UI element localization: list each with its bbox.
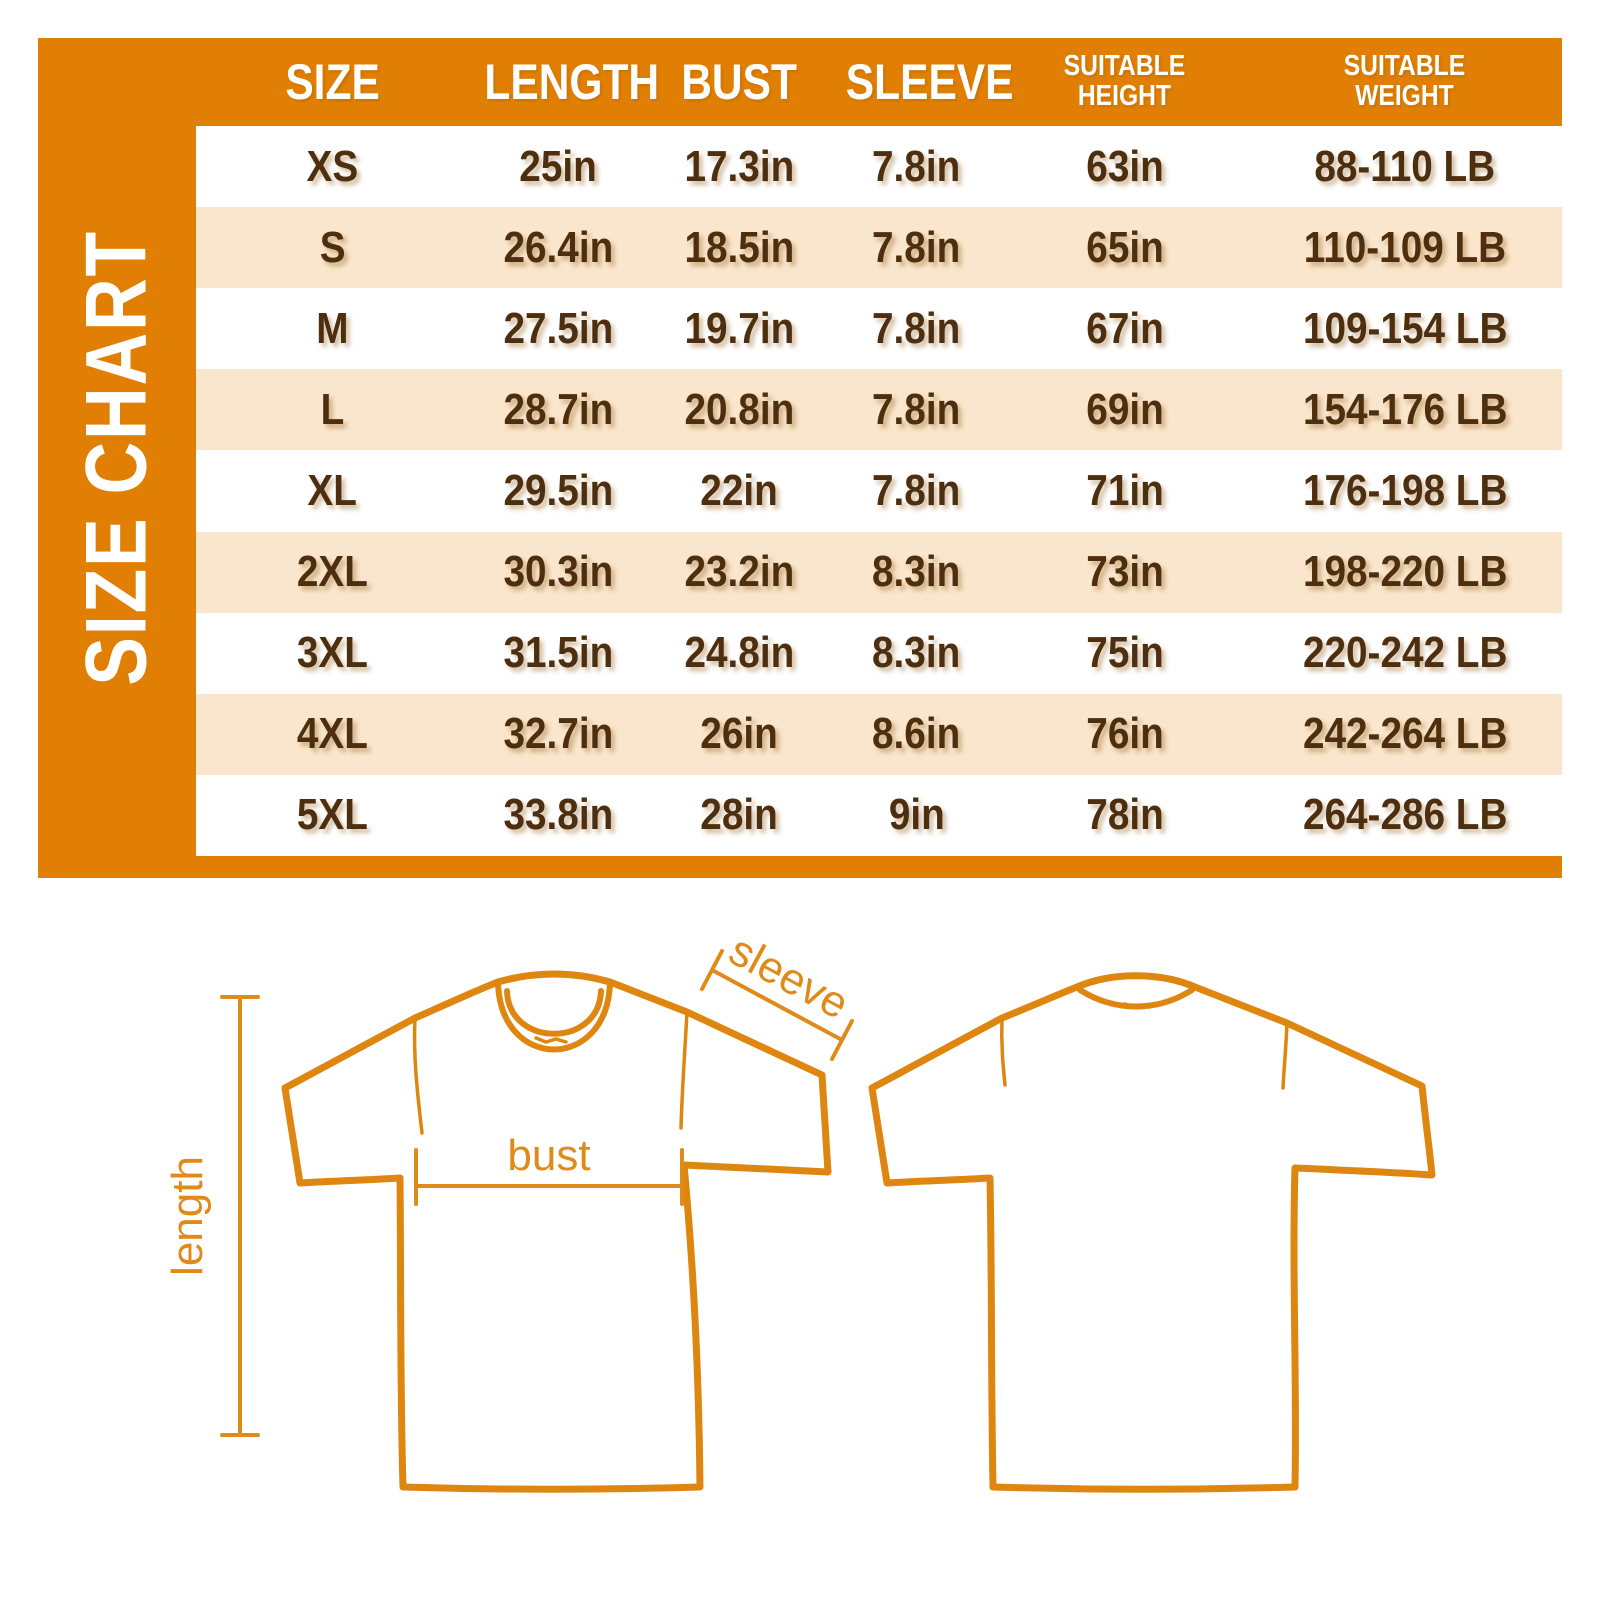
column-header: LENGTH xyxy=(484,54,660,110)
table-cell: 154-176 LB xyxy=(1302,384,1508,434)
front-right-seam xyxy=(679,1010,689,1130)
front-left-seam xyxy=(412,1016,424,1135)
size-chart-panel: SIZE CHART SIZE LENGTH BUST SLEEVE SUITABLE … xyxy=(38,38,1562,878)
back-left-seam xyxy=(999,1016,1007,1087)
table-cell: 76in xyxy=(1086,709,1164,759)
column-header: SLEEVE xyxy=(845,54,1014,110)
table-cell: 78in xyxy=(1086,790,1164,840)
table-row: 2XL 30.3in 23.2in 8.3in 73in 198-220 LB xyxy=(196,531,1562,613)
table-cell: XS xyxy=(306,141,359,191)
table-cell: 264-286 LB xyxy=(1302,790,1508,840)
table-cell: 23.2in xyxy=(684,547,794,597)
tshirt-back-drawing xyxy=(868,972,1436,1493)
table-cell: 8.6in xyxy=(872,709,961,759)
table-cell: 75in xyxy=(1086,628,1164,678)
table-cell: 24.8in xyxy=(684,628,794,678)
table-cell: 4XL xyxy=(297,709,369,759)
table-cell: 88-110 LB xyxy=(1314,141,1496,191)
table-cell: 5XL xyxy=(297,790,369,840)
table-row: 4XL 32.7in 26in 8.6in 76in 242-264 LB xyxy=(196,693,1562,775)
back-right-seam xyxy=(1281,1021,1289,1090)
back-collar-stitch xyxy=(1123,1002,1151,1009)
table-cell: 19.7in xyxy=(684,303,794,353)
table-cell: 7.8in xyxy=(872,303,961,353)
table-cell: 30.3in xyxy=(503,547,613,597)
column-header: BUST xyxy=(681,54,797,110)
table-row: S 26.4in 18.5in 7.8in 65in 110-109 LB xyxy=(196,207,1562,289)
table-cell: L xyxy=(320,384,345,434)
bust-label: bust xyxy=(507,1131,590,1180)
column-header: SUITABLE WEIGHT xyxy=(1344,49,1466,113)
collar-stitch xyxy=(534,1036,568,1044)
table-cell: 28.7in xyxy=(503,384,613,434)
table-cell: 27.5in xyxy=(503,303,613,353)
table-cell: 9in xyxy=(888,790,945,840)
column-header: SUITABLE HEIGHT xyxy=(1064,49,1186,113)
table-row: XS 25in 17.3in 7.8in 63in 88-110 LB xyxy=(196,126,1562,208)
table-row: M 27.5in 19.7in 7.8in 67in 109-154 LB xyxy=(196,288,1562,370)
table-header-row: SIZE LENGTH BUST SLEEVE SUITABLE HEIGHT SUITA… xyxy=(196,38,1562,126)
table-cell: 73in xyxy=(1086,547,1164,597)
table-cell: 2XL xyxy=(297,547,369,597)
tshirt-front-drawing xyxy=(281,970,832,1493)
table-cell: 20.8in xyxy=(684,384,794,434)
collar-outer-arc xyxy=(495,979,613,1053)
length-dimension: length xyxy=(163,995,260,1437)
table-cell: 33.8in xyxy=(503,790,613,840)
table-row: XL 29.5in 22in 7.8in 71in 176-198 LB xyxy=(196,450,1562,532)
size-chart-sidebar: SIZE CHART xyxy=(38,38,196,878)
column-header: SIZE xyxy=(285,54,380,110)
table-cell: 28in xyxy=(700,790,778,840)
table-row: 5XL 33.8in 28in 9in 78in 264-286 LB xyxy=(196,774,1562,856)
table-cell: 7.8in xyxy=(872,222,961,272)
table-cell: 220-242 LB xyxy=(1302,628,1508,678)
table-cell: S xyxy=(319,222,346,272)
table-cell: 25in xyxy=(519,141,597,191)
table-cell: 22in xyxy=(700,465,778,515)
table-cell: 7.8in xyxy=(872,141,961,191)
table-cell: 31.5in xyxy=(503,628,613,678)
table-cell: 198-220 LB xyxy=(1302,547,1508,597)
table-cell: 3XL xyxy=(297,628,369,678)
table-cell: 109-154 LB xyxy=(1302,303,1508,353)
sleeve-label: sleeve xyxy=(721,930,856,1029)
collar-inner-arc xyxy=(504,988,604,1037)
table-cell: 110-109 LB xyxy=(1303,222,1507,272)
table-cell: 65in xyxy=(1086,222,1164,272)
table-cell: 176-198 LB xyxy=(1302,465,1508,515)
size-chart-title: SIZE CHART xyxy=(68,230,165,686)
table-cell: XL xyxy=(307,465,358,515)
table-cell: 29.5in xyxy=(503,465,613,515)
table-cell: 242-264 LB xyxy=(1302,709,1508,759)
table-cell: 7.8in xyxy=(872,465,961,515)
table-cell: 63in xyxy=(1086,141,1164,191)
table-cell: 71in xyxy=(1086,465,1164,515)
table-cell: 17.3in xyxy=(684,141,794,191)
table-cell: 18.5in xyxy=(684,222,794,272)
length-label: length xyxy=(163,1156,212,1276)
table-cell: 8.3in xyxy=(872,547,961,597)
table-cell: 67in xyxy=(1086,303,1164,353)
table-cell: 32.7in xyxy=(503,709,613,759)
table-row: 3XL 31.5in 24.8in 8.3in 75in 220-242 LB xyxy=(196,612,1562,694)
table-cell: 26.4in xyxy=(503,222,613,272)
table-cell: 69in xyxy=(1086,384,1164,434)
table-cell: 26in xyxy=(700,709,778,759)
table-cell: 8.3in xyxy=(872,628,961,678)
size-table: SIZE LENGTH BUST SLEEVE SUITABLE HEIGHT SUITA… xyxy=(196,38,1562,878)
table-cell: 7.8in xyxy=(872,384,961,434)
table-row: L 28.7in 20.8in 7.8in 69in 154-176 LB xyxy=(196,369,1562,451)
table-cell: M xyxy=(316,303,349,353)
measurement-diagram: length bust sleeve xyxy=(163,930,1436,1493)
table-body: XS 25in 17.3in 7.8in 63in 88-110 LB S 26.4in 18.… xyxy=(196,126,1562,856)
bust-dimension: bust xyxy=(414,1131,684,1206)
